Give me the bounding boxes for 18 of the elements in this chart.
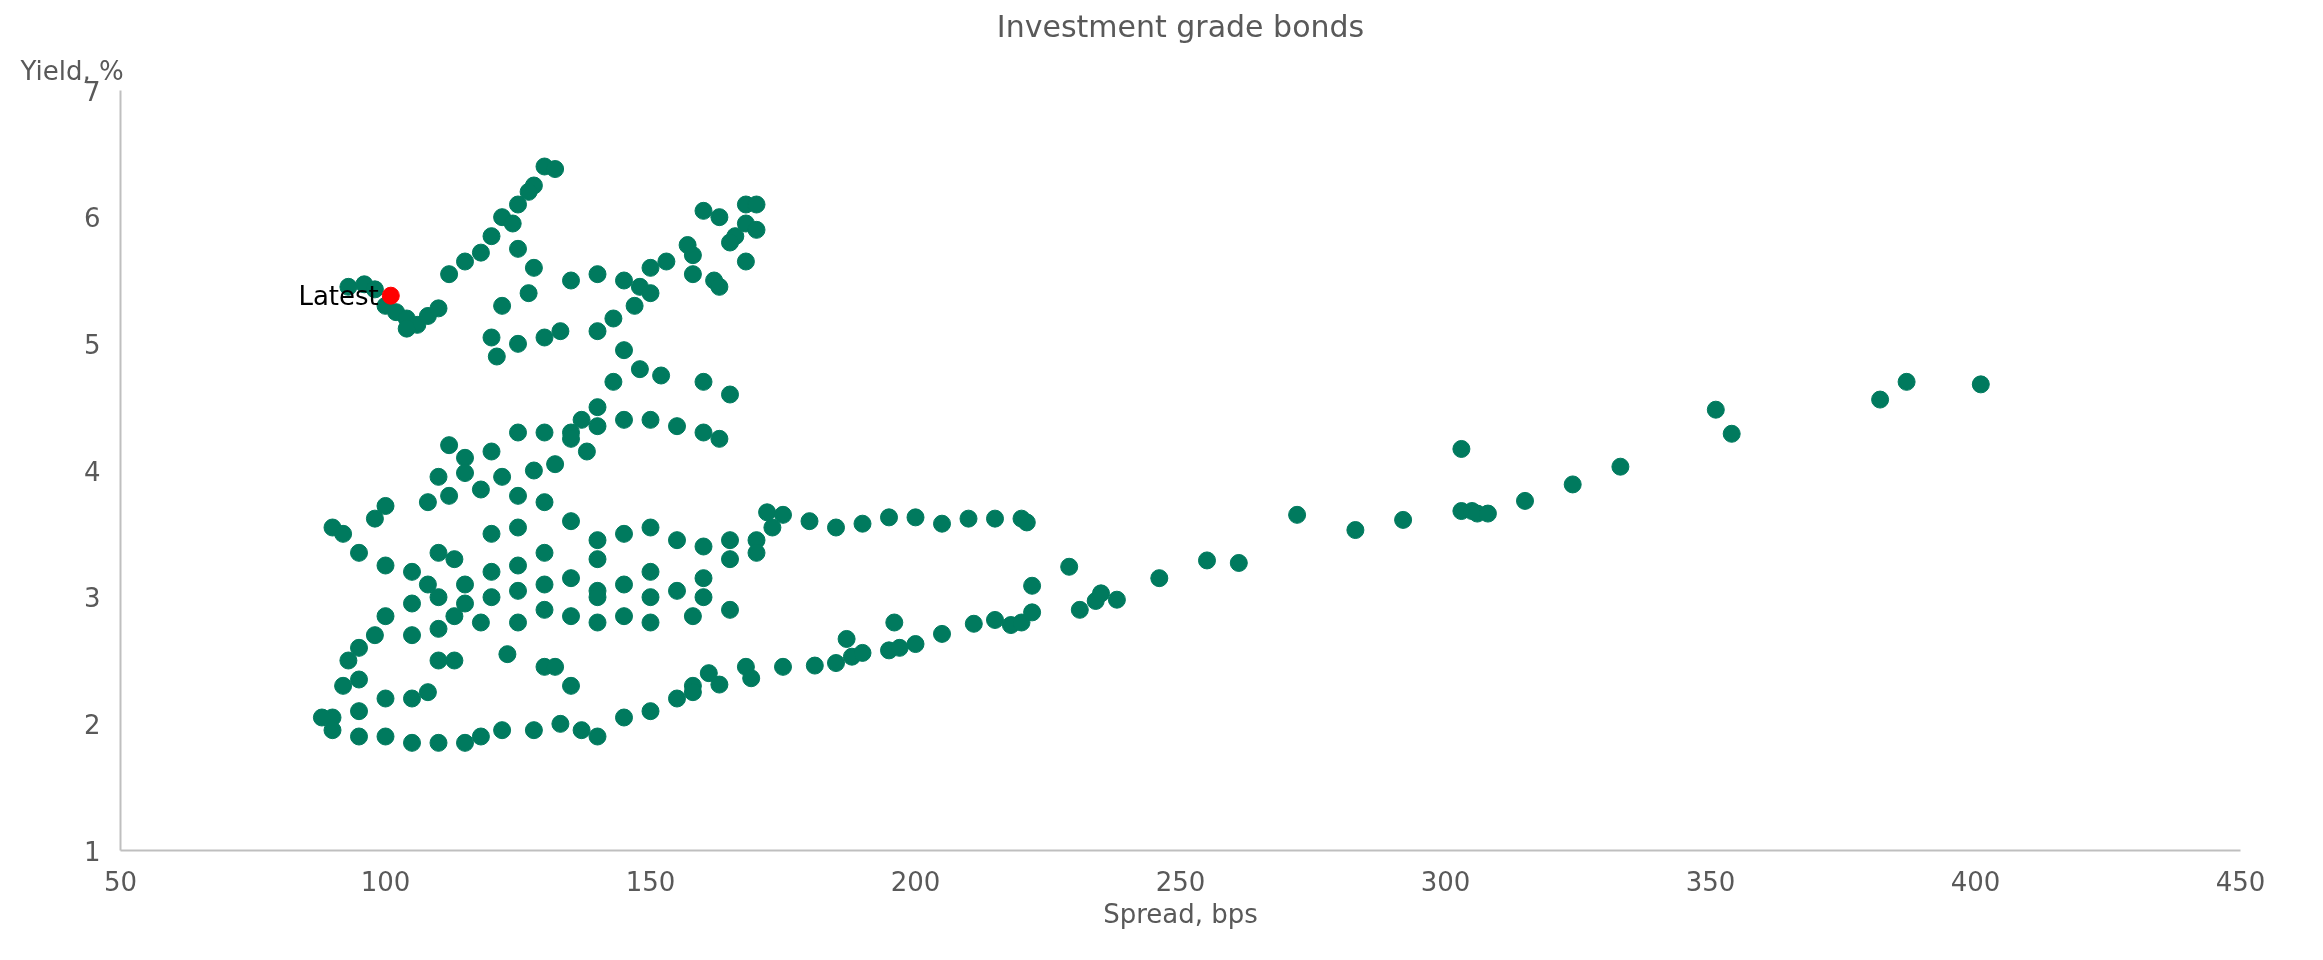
x-tick-label: 350 [1685, 866, 1736, 897]
y-tick-label: 1 [83, 836, 101, 867]
x-tick-label: 150 [625, 866, 676, 897]
y-tick-label: 3 [83, 583, 101, 614]
y-tick-label: 4 [83, 456, 101, 487]
x-tick-label: 450 [2215, 866, 2266, 897]
x-tick-label: 50 [103, 866, 138, 897]
x-tick-label: 200 [890, 866, 941, 897]
x-tick-label: 250 [1155, 866, 1206, 897]
y-tick-label: 2 [83, 709, 101, 740]
x-tick-label: 300 [1420, 866, 1471, 897]
annotation: Latest [298, 280, 379, 311]
x-tick-label: 100 [360, 866, 411, 897]
y-tick-label: 6 [83, 203, 101, 234]
y-tick-label: 5 [83, 329, 101, 360]
x-axis-title: Spread, bps [1103, 898, 1258, 929]
chart-title: Investment grade bonds [996, 8, 1365, 44]
x-tick-label: 400 [1950, 866, 2001, 897]
